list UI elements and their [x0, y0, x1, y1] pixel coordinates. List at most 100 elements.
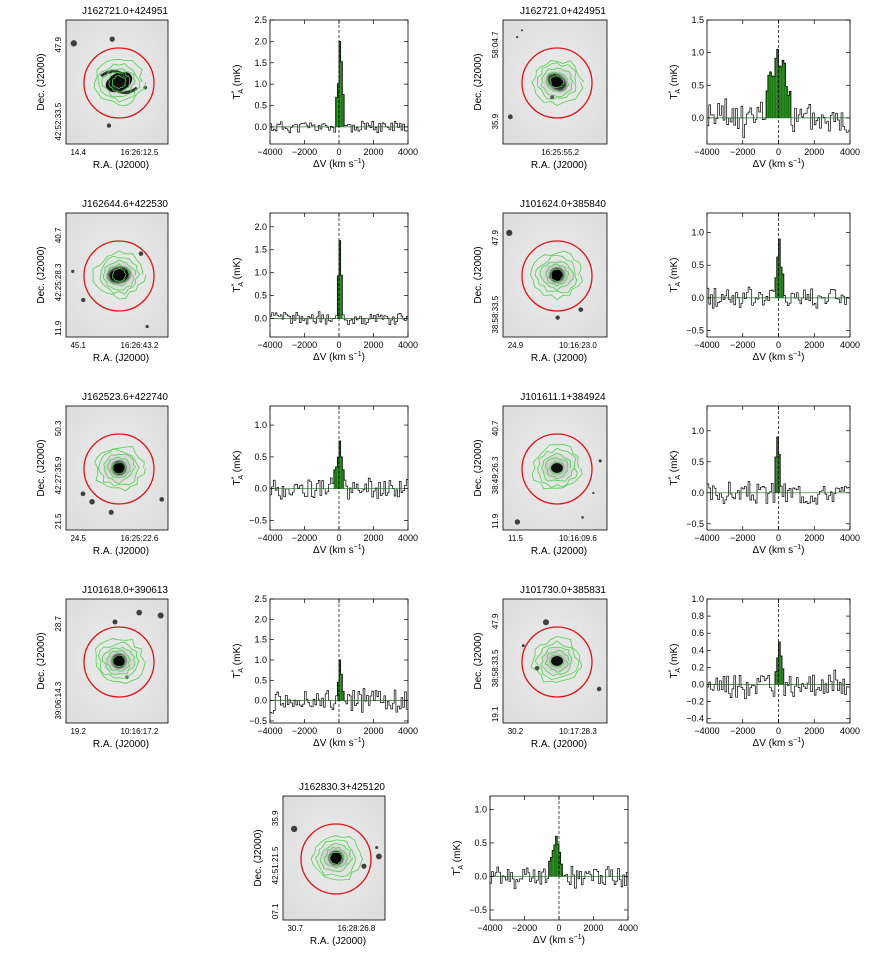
x-tick-label: 0: [336, 533, 341, 543]
x-tick-label: 4000: [398, 533, 418, 543]
y-tick-label: 0.5: [691, 260, 704, 270]
line-channel: [560, 864, 563, 877]
line-channel: [337, 275, 339, 319]
line-channel: [778, 454, 781, 493]
dec-tick-label: 47.9: [491, 229, 500, 245]
ra-tick-label: 11.5: [508, 534, 524, 543]
line-channel: [340, 61, 343, 127]
spectrum-panel: −4000 −2000 0 2000 4000 0.0 0.5 1.0 1.5 2.0 2.5 ΔV …: [231, 15, 418, 170]
line-channel: [340, 674, 343, 701]
spectrum-panel: −4000 −2000 0 2000 4000 −0.4 −0.2 0.0 0.2 0.4 0.6 0…: [668, 594, 860, 749]
x-axis-label: ΔV (km s−1): [753, 351, 805, 363]
image-title: J162721.0+424951: [520, 6, 606, 17]
contour-level: [315, 839, 356, 878]
x-tick-label: −2000: [292, 726, 317, 736]
galaxy-nucleus: [114, 462, 124, 474]
y-tick-label: 1.0: [254, 655, 267, 665]
galaxy-nucleus: [552, 269, 562, 281]
dec-tick-label: 47.9: [491, 613, 500, 629]
image-panel: J162644.6+422530 40.7 42:25:28.3 11.9 45.1 16…: [36, 199, 169, 364]
x-tick-label: 2000: [363, 726, 383, 736]
x-tick-label: 2000: [363, 147, 383, 157]
field-star: [361, 863, 367, 869]
x-tick-label: −4000: [257, 533, 282, 543]
contour-level: [544, 457, 569, 480]
y-tick-label: 1.5: [254, 245, 267, 255]
dec-tick-label: 35.9: [271, 810, 280, 826]
line-channel: [774, 456, 777, 493]
line-channel: [785, 86, 788, 118]
x-tick-label: 4000: [398, 726, 418, 736]
ra-axis-label: R.A. (J2000): [310, 936, 366, 947]
contour-level: [534, 255, 578, 294]
x-tick-label: −4000: [257, 147, 282, 157]
contour-level: [537, 62, 577, 100]
image-title: J162830.3+425120: [299, 782, 385, 793]
field-star: [598, 459, 602, 463]
ra-tick-label: 24.9: [508, 341, 524, 350]
dec-tick-label: 28.7: [54, 615, 63, 631]
image-panel: J162523.6+422740 50.3 42:27:35.9 21.5 24.5 16…: [36, 392, 169, 557]
x-tick-label: 4000: [840, 533, 860, 543]
field-star: [555, 315, 560, 320]
y-tick-label: 0.0: [691, 113, 704, 123]
field-star: [81, 297, 86, 303]
y-tick-label: 0.5: [254, 291, 267, 301]
contour-level: [328, 851, 344, 865]
line-channel: [340, 456, 343, 489]
y-tick-label: 0.0: [254, 314, 267, 324]
dec-axis-label: Dec. (J2000): [473, 632, 484, 689]
y-axis-label: T*A (mK): [231, 258, 245, 293]
ra-tick-label: 16:25:22.6: [121, 534, 159, 543]
dec-axis-label: Dec. (J2000): [36, 246, 47, 303]
x-tick-label: 2000: [804, 340, 824, 350]
dec-tick-label: 11.9: [54, 320, 63, 336]
y-tick-label: 1.0: [691, 48, 704, 58]
y-tick-label: 0.2: [691, 662, 704, 672]
spectrum-histogram: [707, 436, 850, 505]
y-tick-label: −0.5: [686, 519, 704, 529]
y-tick-label: 1.5: [254, 58, 267, 68]
x-tick-label: 4000: [398, 147, 418, 157]
contour-level: [319, 842, 354, 873]
field-star: [80, 491, 86, 497]
field-star: [581, 516, 584, 519]
image-frame: [282, 795, 386, 921]
ra-tick-label: 16:25:55.2: [541, 148, 579, 157]
dec-tick-label: 40.7: [54, 227, 63, 243]
x-tick-label: 2000: [583, 923, 603, 933]
line-channel: [780, 66, 783, 118]
dec-tick-label: 42:27:35.9: [54, 456, 63, 494]
beam-circle: [521, 626, 593, 698]
line-channel: [553, 844, 556, 877]
contour-level: [545, 72, 570, 93]
spectrum-panel: −4000 −2000 0 2000 4000 −0.5 0.0 0.5 1.0 ΔV (km s…: [668, 212, 860, 363]
spectrum-panel: −4000 −2000 0 2000 4000 −0.5 0.0 0.5 1.0 1.5 2.0 2.…: [231, 594, 418, 749]
beam-circle: [300, 823, 372, 895]
field-star: [290, 825, 298, 833]
line-channel: [776, 437, 779, 493]
contour-level: [99, 255, 141, 295]
x-tick-label: −2000: [730, 533, 755, 543]
beam-circle: [83, 433, 155, 505]
y-tick-label: 0.0: [254, 696, 267, 706]
x-tick-label: 0: [776, 726, 781, 736]
ra-axis-label: R.A. (J2000): [531, 160, 587, 171]
contour-level: [310, 835, 364, 881]
contour-level: [537, 447, 578, 489]
spiral-arm: [109, 84, 138, 94]
contour-level: [95, 638, 146, 684]
field-star: [596, 686, 602, 692]
x-axis-label: ΔV (km s−1): [753, 544, 805, 556]
x-axis-label: ΔV (km s−1): [533, 934, 585, 946]
x-tick-label: 4000: [398, 340, 418, 350]
contour-level: [530, 636, 583, 683]
x-tick-label: −2000: [292, 533, 317, 543]
ra-tick-label: 16:26:43.2: [121, 341, 159, 350]
y-axis-label: T*A (mK): [668, 451, 682, 486]
ra-tick-label: 10:16:23.0: [559, 341, 597, 350]
image-frame: [65, 212, 169, 338]
ra-axis-label: R.A. (J2000): [531, 546, 587, 557]
x-tick-label: 2000: [804, 533, 824, 543]
ra-tick-label: 19.2: [70, 727, 86, 736]
